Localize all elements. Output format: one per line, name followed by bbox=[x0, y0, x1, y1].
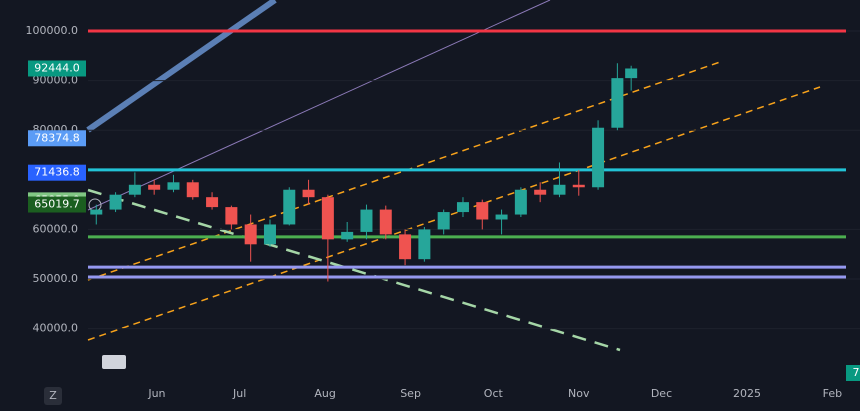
y-tick-label: 50000.0 bbox=[33, 272, 79, 285]
x-tick-label: 2025 bbox=[733, 387, 761, 400]
price-label: 65019.7 bbox=[34, 198, 80, 211]
candle-body bbox=[360, 209, 373, 232]
candle-body bbox=[186, 182, 199, 198]
candle-body bbox=[476, 202, 489, 220]
candle-body bbox=[534, 189, 547, 195]
x-tick-label: Jul bbox=[232, 387, 246, 400]
trend-line bbox=[87, 188, 621, 352]
price-label: 92444.0 bbox=[34, 61, 80, 74]
corner-badge-label: 7 bbox=[853, 366, 860, 379]
price-label-box bbox=[28, 164, 86, 181]
x-tick-label: Sep bbox=[400, 387, 421, 400]
price-label-box bbox=[28, 196, 86, 213]
candle-body bbox=[341, 231, 354, 240]
candle-body bbox=[418, 229, 431, 260]
candle-body bbox=[572, 184, 585, 188]
x-tick-label: Nov bbox=[568, 387, 590, 400]
candle-body bbox=[128, 184, 141, 195]
corner-label[interactable]: Z bbox=[49, 389, 57, 402]
candle-body bbox=[437, 212, 450, 230]
candle-body bbox=[90, 209, 103, 215]
candle-body bbox=[148, 184, 161, 190]
candle-body bbox=[592, 127, 605, 188]
y-tick-label: 90000.0 bbox=[33, 74, 79, 87]
candle-body bbox=[283, 189, 296, 225]
corner-badge bbox=[846, 365, 860, 381]
candle-body bbox=[379, 209, 392, 235]
candle-body bbox=[514, 189, 527, 215]
candle-body bbox=[206, 197, 219, 208]
candle-body bbox=[553, 184, 566, 195]
candle-body bbox=[263, 224, 276, 245]
trend-line bbox=[87, 0, 551, 211]
candle-body bbox=[109, 194, 122, 210]
candle-body bbox=[167, 182, 180, 190]
x-tick-label: Jun bbox=[147, 387, 165, 400]
candle-body bbox=[321, 197, 334, 240]
candle-body bbox=[302, 189, 315, 198]
price-label-box bbox=[28, 60, 86, 77]
candle-body bbox=[225, 207, 238, 225]
price-label: 78374.8 bbox=[34, 131, 80, 144]
candle-body bbox=[456, 202, 469, 213]
x-tick-label: Aug bbox=[314, 387, 335, 400]
channel-line bbox=[86, 0, 277, 133]
tv-logo bbox=[102, 355, 126, 369]
candle-body bbox=[611, 78, 624, 128]
candle-body bbox=[244, 224, 257, 245]
candle-body bbox=[495, 214, 508, 220]
price-label: 71436.8 bbox=[34, 166, 80, 179]
trend-line bbox=[87, 86, 821, 341]
y-tick-label: 100000.0 bbox=[26, 24, 79, 37]
corner-button[interactable] bbox=[44, 387, 62, 405]
y-tick-label: 40000.0 bbox=[33, 322, 79, 335]
y-tick-label: 60000.0 bbox=[33, 222, 79, 235]
candle-body bbox=[399, 234, 412, 260]
candle-body bbox=[625, 68, 638, 79]
x-tick-label: Oct bbox=[484, 387, 504, 400]
price-label-box bbox=[28, 130, 86, 147]
x-tick-label: Dec bbox=[651, 387, 672, 400]
x-tick-label: Feb bbox=[823, 387, 842, 400]
